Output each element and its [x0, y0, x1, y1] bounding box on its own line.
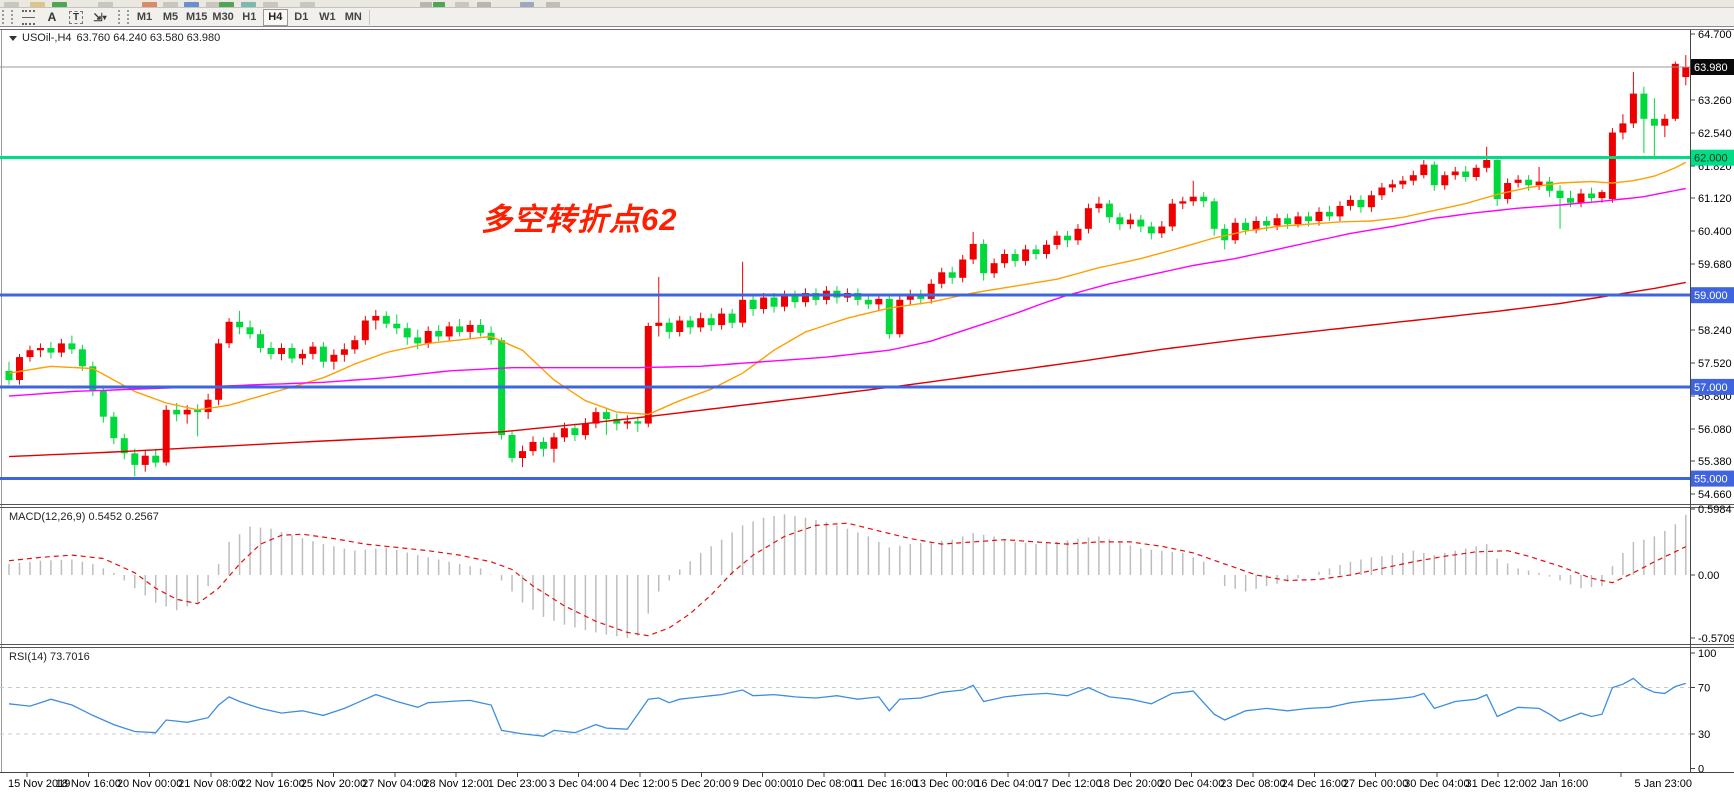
- tile-windows-icon[interactable]: [16, 9, 40, 26]
- chart-title: USOil-,H4 63.760 64.240 63.580 63.980: [9, 32, 220, 44]
- rsi-indicator-label: RSI(14) 73.7016: [9, 651, 90, 663]
- svg-text:100: 100: [1698, 648, 1716, 660]
- timeframe-button-w1[interactable]: W1: [319, 11, 336, 23]
- svg-text:63.980: 63.980: [1694, 62, 1728, 74]
- svg-text:30: 30: [1698, 729, 1710, 741]
- timeframe-button-h4[interactable]: H4: [262, 8, 288, 26]
- svg-text:0.00: 0.00: [1698, 570, 1719, 582]
- svg-text:54.660: 54.660: [1698, 489, 1732, 501]
- text-label-tool-icon[interactable]: T: [64, 9, 88, 26]
- svg-text:10 Dec 08:00: 10 Dec 08:00: [791, 778, 856, 790]
- cut-toolbar-icon[interactable]: [163, 2, 178, 7]
- cut-toolbar-icon[interactable]: [52, 2, 67, 7]
- cut-toolbar-icon[interactable]: [520, 2, 534, 7]
- svg-text:56.080: 56.080: [1698, 424, 1732, 436]
- svg-text:55.000: 55.000: [1694, 474, 1728, 486]
- svg-text:5 Jan 23:00: 5 Jan 23:00: [1635, 778, 1693, 790]
- svg-text:64.700: 64.700: [1698, 29, 1732, 41]
- svg-text:22 Nov 16:00: 22 Nov 16:00: [239, 778, 304, 790]
- svg-text:70: 70: [1698, 683, 1710, 695]
- cut-toolbar-icon[interactable]: [420, 2, 432, 7]
- svg-text:28 Nov 12:00: 28 Nov 12:00: [423, 778, 488, 790]
- cut-toolbar-icon[interactable]: [433, 2, 445, 7]
- svg-text:11 Dec 16:00: 11 Dec 16:00: [853, 778, 918, 790]
- bull-bear-turning-point-annotation: 多空转折点62: [481, 202, 678, 237]
- svg-text:2 Jan 16:00: 2 Jan 16:00: [1531, 778, 1589, 790]
- svg-text:60.400: 60.400: [1698, 226, 1732, 238]
- cut-toolbar-icon[interactable]: [263, 2, 278, 7]
- svg-text:24 Dec 16:00: 24 Dec 16:00: [1282, 778, 1347, 790]
- drawing-tool-buttons: A T ⇲ ▾: [16, 9, 112, 26]
- svg-text:13 Dec 00:00: 13 Dec 00:00: [914, 778, 979, 790]
- toolbar-gripper[interactable]: [2, 10, 13, 24]
- cut-toolbar-icon[interactable]: [546, 2, 560, 7]
- timeframe-gripper[interactable]: [118, 10, 129, 24]
- svg-text:1 Dec 23:00: 1 Dec 23:00: [488, 778, 547, 790]
- timeframe-button-m1[interactable]: M1: [136, 11, 153, 23]
- svg-text:0: 0: [1698, 764, 1704, 776]
- toolbar-top-row: [0, 0, 1734, 8]
- ohlc-values: 63.760 64.240 63.580 63.980: [76, 32, 221, 44]
- cut-toolbar-icon[interactable]: [4, 2, 19, 7]
- collapse-triangle-icon[interactable]: [9, 36, 17, 41]
- cut-toolbar-icon[interactable]: [30, 2, 45, 7]
- cut-toolbar-icon[interactable]: [206, 2, 221, 7]
- svg-text:62.540: 62.540: [1698, 128, 1732, 140]
- svg-text:18 Dec 20:00: 18 Dec 20:00: [1098, 778, 1163, 790]
- svg-text:25 Nov 20:00: 25 Nov 20:00: [301, 778, 366, 790]
- cut-toolbar-icon[interactable]: [455, 2, 469, 7]
- svg-text:21 Nov 08:00: 21 Nov 08:00: [178, 778, 243, 790]
- svg-text:27 Dec 00:00: 27 Dec 00:00: [1343, 778, 1408, 790]
- svg-text:30 Dec 04:00: 30 Dec 04:00: [1404, 778, 1469, 790]
- svg-text:57.520: 57.520: [1698, 358, 1732, 370]
- cut-toolbar-icon[interactable]: [300, 2, 315, 7]
- cycle-lines-tool-icon[interactable]: ⇲ ▾: [93, 11, 107, 24]
- svg-text:62.000: 62.000: [1694, 153, 1728, 165]
- cut-toolbar-icon[interactable]: [241, 2, 256, 7]
- svg-text:31 Dec 12:00: 31 Dec 12:00: [1465, 778, 1530, 790]
- svg-text:20 Dec 04:00: 20 Dec 04:00: [1159, 778, 1224, 790]
- svg-text:61.120: 61.120: [1698, 193, 1732, 205]
- svg-text:59.000: 59.000: [1694, 290, 1728, 302]
- svg-text:23 Dec 08:00: 23 Dec 08:00: [1220, 778, 1285, 790]
- chart-canvas[interactable]: 64.70063.26062.54061.82061.12060.40059.6…: [0, 27, 1734, 794]
- chart-window: 64.700 63.260 62.540 61.820 61.120 60.400 59.6…: [0, 27, 1734, 794]
- timeframe-button-m15[interactable]: M15: [186, 11, 208, 23]
- svg-text:57.000: 57.000: [1694, 382, 1728, 394]
- timeframe-button-d1[interactable]: D1: [294, 11, 309, 23]
- toolbar-separator: [368, 9, 370, 25]
- svg-text:58.240: 58.240: [1698, 325, 1732, 337]
- svg-text:15 Nov 2019: 15 Nov 2019: [8, 778, 70, 790]
- svg-text:55.380: 55.380: [1698, 456, 1732, 468]
- svg-text:17 Dec 12:00: 17 Dec 12:00: [1036, 778, 1101, 790]
- svg-text:27 Nov 04:00: 27 Nov 04:00: [362, 778, 427, 790]
- svg-text:4 Dec 12:00: 4 Dec 12:00: [610, 778, 669, 790]
- svg-text:9 Dec 00:00: 9 Dec 00:00: [733, 778, 792, 790]
- svg-text:3 Dec 04:00: 3 Dec 04:00: [549, 778, 608, 790]
- cut-toolbar-icon[interactable]: [184, 2, 199, 7]
- toolbar: A T ⇲ ▾ M1 M5 M15 M30 H1 H4 D1 W1 MN: [0, 8, 1734, 27]
- svg-text:59.680: 59.680: [1698, 259, 1732, 271]
- svg-text:16 Dec 04:00: 16 Dec 04:00: [975, 778, 1040, 790]
- timeframe-button-m5[interactable]: M5: [162, 11, 179, 23]
- timeframe-buttons: M1 M5 M15 M30 H1 H4 D1 W1 MN: [132, 8, 366, 26]
- timeframe-button-h1[interactable]: H1: [242, 11, 257, 23]
- macd-indicator-label: MACD(12,26,9) 0.5452 0.2567: [9, 511, 159, 523]
- text-tool-icon[interactable]: A: [47, 10, 57, 24]
- cut-toolbar-icon[interactable]: [98, 2, 113, 7]
- svg-text:-0.5709: -0.5709: [1698, 633, 1734, 645]
- svg-text:5 Dec 20:00: 5 Dec 20:00: [672, 778, 731, 790]
- svg-text:0.5984: 0.5984: [1698, 504, 1732, 516]
- cut-toolbar-icon[interactable]: [477, 2, 491, 7]
- svg-text:18 Nov 16:00: 18 Nov 16:00: [56, 778, 121, 790]
- svg-text:63.260: 63.260: [1698, 95, 1732, 107]
- symbol-period-label: USOil-,H4: [22, 32, 72, 44]
- timeframe-button-m30[interactable]: M30: [212, 11, 234, 23]
- timeframe-button-mn[interactable]: MN: [344, 11, 362, 23]
- cut-toolbar-icon[interactable]: [142, 2, 157, 7]
- svg-text:20 Nov 00:00: 20 Nov 00:00: [117, 778, 182, 790]
- cut-toolbar-icon[interactable]: [219, 2, 234, 7]
